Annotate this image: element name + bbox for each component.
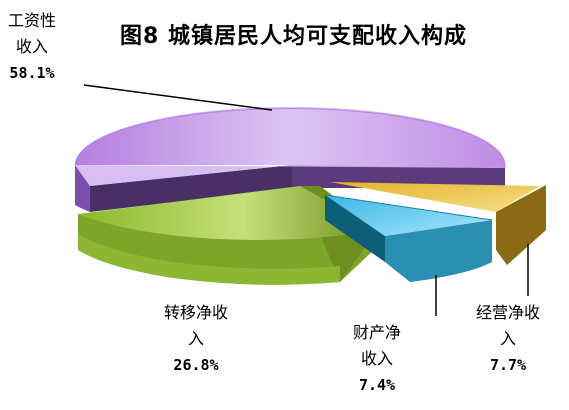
label-property-name-2: 收入 [361,349,394,368]
label-wage: 工资性 收入 58.1% [8,8,56,86]
label-wage-pct: 58.1% [9,64,55,82]
label-business-name-1: 经营净收 [476,303,541,322]
leader-line-wage [83,84,273,111]
pie-slice-property [324,194,493,282]
pie-slice-wage [74,106,506,212]
label-business: 经营净收 入 7.7% [476,300,540,378]
chart-title: 图8 城镇居民人均可支配收入构成 [120,24,467,49]
label-transfer-name-1: 转移净收 [164,303,229,322]
label-transfer-pct: 26.8% [173,356,219,374]
label-business-name-2: 入 [500,329,517,348]
label-transfer-name-2: 入 [188,329,205,348]
pie-slice-transfer [78,186,378,285]
label-property-name-1: 财产净 [353,323,402,342]
label-business-pct: 7.7% [489,356,527,374]
label-property: 财产净 收入 7.4% [353,320,401,398]
pie-slice-business [330,182,546,265]
label-transfer: 转移净收 入 26.8% [164,300,228,378]
label-wage-name-1: 工资性 [8,11,57,30]
label-wage-name-2: 收入 [16,37,49,56]
label-property-pct: 7.4% [358,376,396,394]
